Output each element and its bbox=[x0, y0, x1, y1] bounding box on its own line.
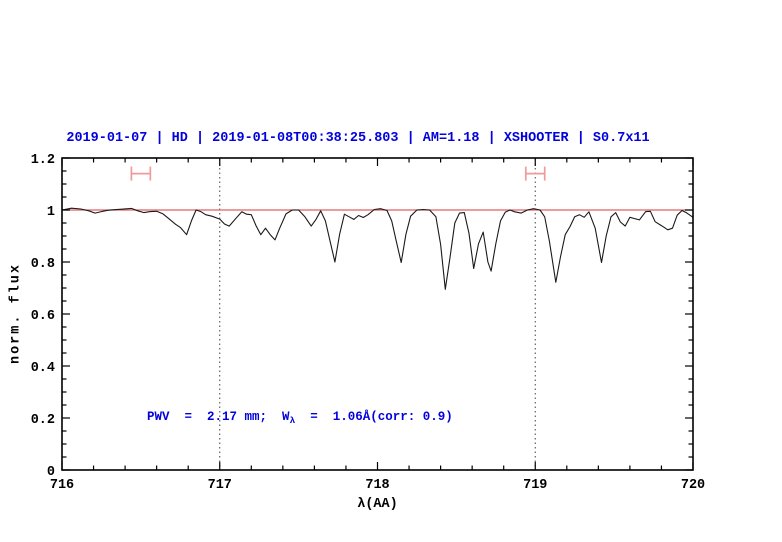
y-tick-label: 0.6 bbox=[31, 309, 55, 324]
x-tick-label: 720 bbox=[681, 478, 705, 493]
y-tick-label: 0 bbox=[47, 465, 55, 480]
pwv-annotation-text: PWV = 2.17 mm; W bbox=[147, 410, 290, 424]
y-tick-label: 0.8 bbox=[31, 257, 55, 272]
x-tick-label: 718 bbox=[365, 478, 389, 493]
spectrum-curve bbox=[61, 207, 694, 290]
x-tick-label: 717 bbox=[208, 478, 232, 493]
pwv-annotation-rest: = 1.06Å(corr: 0.9) bbox=[295, 410, 453, 424]
y-tick-label: 1.2 bbox=[31, 153, 55, 168]
plot-title: 2019-01-07 | HD | 2019-01-08T00:38:25.80… bbox=[66, 131, 650, 146]
y-tick-label: 0.2 bbox=[31, 413, 55, 428]
y-tick-label: 1 bbox=[47, 205, 55, 220]
pwv-band-marker-2 bbox=[524, 166, 546, 181]
y-axis-label: norm. flux bbox=[8, 263, 24, 365]
x-tick-label: 719 bbox=[523, 478, 547, 493]
pwv-annotation: PWV = 2.17 mm; Wλ = 1.06Å(corr: 0.9) bbox=[147, 410, 453, 426]
pwv-annotation-subscript: λ bbox=[289, 415, 296, 426]
pwv-band-marker-1 bbox=[130, 166, 152, 181]
x-tick-label: 716 bbox=[50, 478, 74, 493]
y-tick-label: 0.4 bbox=[31, 361, 55, 376]
x-axis-label: λ(AA) bbox=[357, 497, 398, 512]
